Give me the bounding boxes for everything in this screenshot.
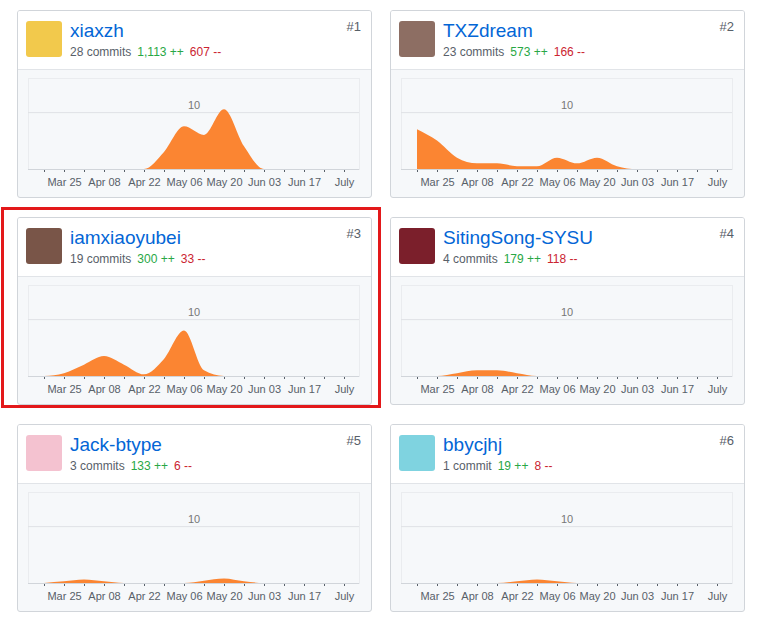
svg-text:Mar 25: Mar 25	[420, 383, 454, 395]
svg-text:Apr 08: Apr 08	[88, 176, 120, 188]
svg-text:May 20: May 20	[579, 176, 615, 188]
svg-text:Jun 17: Jun 17	[661, 383, 694, 395]
svg-text:Jun 03: Jun 03	[248, 383, 281, 395]
svg-text:July: July	[708, 176, 728, 188]
svg-text:Apr 22: Apr 22	[501, 590, 533, 602]
svg-text:Apr 22: Apr 22	[128, 383, 160, 395]
html-text:33 --: 33 --	[180, 252, 206, 266]
svg-text:Apr 08: Apr 08	[88, 590, 120, 602]
svg-text:Jun 03: Jun 03	[621, 176, 654, 188]
svg-text:Jun 03: Jun 03	[248, 176, 281, 188]
svg-text:Mar 25: Mar 25	[420, 176, 454, 188]
svg-text:May 20: May 20	[206, 590, 242, 602]
html-text:4 commits: 4 commits	[443, 252, 498, 266]
svg-text:Jun 03: Jun 03	[621, 590, 654, 602]
svg-text:May 20: May 20	[579, 590, 615, 602]
html-text:SitingSong-SYSU: SitingSong-SYSU	[443, 227, 593, 248]
html-text:Jack-btype: Jack-btype	[70, 434, 162, 455]
svg-text:Apr 08: Apr 08	[461, 590, 493, 602]
svg-text:10: 10	[561, 513, 573, 525]
svg-text:Jun 17: Jun 17	[288, 383, 321, 395]
svg-text:10: 10	[561, 99, 573, 111]
html-text:19 ++: 19 ++	[497, 459, 529, 473]
html-text:166 --: 166 --	[553, 45, 586, 59]
svg-text:May 06: May 06	[539, 590, 575, 602]
svg-text:May 06: May 06	[166, 176, 202, 188]
html-text:179 ++: 179 ++	[503, 252, 542, 266]
html-text:118 --: 118 --	[547, 252, 578, 266]
html-text:#2: #2	[719, 19, 734, 34]
html-text:#3: #3	[346, 226, 361, 241]
html-text:bbycjhj: bbycjhj	[443, 434, 503, 455]
html-text:573 ++: 573 ++	[510, 45, 548, 59]
svg-text:May 06: May 06	[539, 383, 575, 395]
html-text:19 commits: 19 commits	[70, 252, 132, 266]
svg-text:10: 10	[188, 513, 200, 525]
svg-text:Mar 25: Mar 25	[47, 176, 81, 188]
html-text:8 --: 8 --	[534, 459, 553, 473]
svg-text:July: July	[335, 383, 355, 395]
svg-text:Mar 25: Mar 25	[47, 590, 81, 602]
svg-text:July: July	[335, 176, 355, 188]
svg-text:Jun 17: Jun 17	[288, 590, 321, 602]
svg-text:10: 10	[188, 99, 200, 111]
svg-text:Apr 22: Apr 22	[128, 176, 160, 188]
svg-text:Jun 17: Jun 17	[661, 176, 694, 188]
html-text:#6: #6	[719, 433, 734, 448]
svg-text:10: 10	[561, 306, 573, 318]
svg-text:May 06: May 06	[166, 383, 202, 395]
svg-text:Jun 03: Jun 03	[621, 383, 654, 395]
html-text:607 --: 607 --	[189, 45, 222, 59]
svg-text:Jun 17: Jun 17	[661, 590, 694, 602]
html-text:#1: #1	[346, 19, 361, 34]
html-text:#5: #5	[346, 433, 361, 448]
svg-text:Jun 17: Jun 17	[288, 176, 321, 188]
svg-text:Apr 22: Apr 22	[501, 176, 533, 188]
html-text:#4: #4	[719, 226, 734, 241]
svg-text:May 20: May 20	[206, 383, 242, 395]
svg-text:Mar 25: Mar 25	[47, 383, 81, 395]
svg-text:July: July	[708, 383, 728, 395]
svg-text:Mar 25: Mar 25	[420, 590, 454, 602]
html-text:TXZdream: TXZdream	[443, 20, 533, 41]
html-text:1,113 ++: 1,113 ++	[137, 45, 184, 59]
html-text:133 ++: 133 ++	[130, 459, 169, 473]
html-text:xiaxzh: xiaxzh	[70, 20, 124, 41]
html-text:300 ++: 300 ++	[137, 252, 175, 266]
html-text:3 commits: 3 commits	[70, 459, 125, 473]
svg-text:Apr 22: Apr 22	[128, 590, 160, 602]
svg-text:May 06: May 06	[539, 176, 575, 188]
svg-text:May 06: May 06	[166, 590, 202, 602]
svg-text:July: July	[708, 590, 728, 602]
svg-text:July: July	[335, 590, 355, 602]
svg-text:Apr 08: Apr 08	[461, 383, 493, 395]
html-text:1 commit: 1 commit	[443, 459, 492, 473]
svg-text:Apr 08: Apr 08	[461, 176, 493, 188]
svg-text:Jun 03: Jun 03	[248, 590, 281, 602]
html-text:28 commits: 28 commits	[70, 45, 132, 59]
html-text:6 --: 6 --	[174, 459, 193, 473]
html-text:iamxiaoyubei: iamxiaoyubei	[70, 227, 181, 248]
svg-text:May 20: May 20	[579, 383, 615, 395]
svg-text:May 20: May 20	[206, 176, 242, 188]
svg-text:Apr 08: Apr 08	[88, 383, 120, 395]
svg-text:10: 10	[188, 306, 200, 318]
html-text:23 commits: 23 commits	[443, 45, 505, 59]
svg-text:Apr 22: Apr 22	[501, 383, 533, 395]
